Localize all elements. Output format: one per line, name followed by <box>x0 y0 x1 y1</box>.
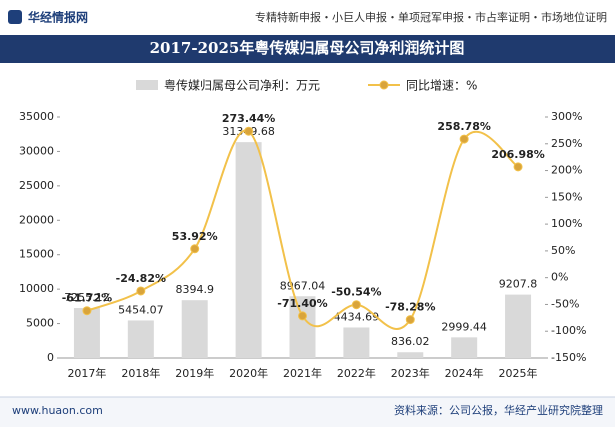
footer-bar <box>0 397 615 427</box>
bar-value-label: 7255.12 <box>64 291 110 304</box>
y-tick-label: 20000 <box>19 213 54 226</box>
bar-value-label: 5454.07 <box>118 303 164 316</box>
header-links: 专精特新申报・小巨人申报・单项冠军申报・市占率证明・市场地位证明 <box>255 10 607 24</box>
bar <box>505 294 532 358</box>
line-value-label: 258.78% <box>437 120 490 133</box>
bar-value-label: 2999.44 <box>441 320 487 333</box>
line-value-label: -50.54% <box>331 286 381 299</box>
y-tick-label: 10000 <box>19 282 54 295</box>
footer-website: www.huaon.com <box>12 404 103 417</box>
line-value-label: -78.28% <box>385 301 435 314</box>
y2-tick-label: 0% <box>551 271 568 284</box>
line-marker <box>459 134 469 144</box>
line-marker <box>82 306 92 316</box>
footer-source: 资料来源：公司公报，华经产业研究院整理 <box>394 403 603 417</box>
x-tick-label: 2019年 <box>175 366 214 380</box>
logo: 华经情报网 <box>28 10 88 25</box>
bar-value-label: 8394.9 <box>175 283 214 296</box>
bar-value-label: 4434.69 <box>334 310 380 323</box>
y-tick-label: 30000 <box>19 144 54 157</box>
line-marker <box>136 286 146 296</box>
x-tick-label: 2024年 <box>445 366 484 380</box>
bar <box>235 142 262 358</box>
y2-tick-label: -100% <box>551 324 586 337</box>
y2-tick-label: 200% <box>551 164 582 177</box>
bar <box>451 337 478 358</box>
chart-title: 2017-2025年粤传媒归属母公司净利润统计图 <box>150 39 465 57</box>
legend-swatch <box>136 80 158 90</box>
y-tick-label: 5000 <box>26 317 54 330</box>
x-tick-label: 2017年 <box>67 366 106 380</box>
line-value-label: 273.44% <box>222 112 275 125</box>
bar <box>181 300 208 358</box>
line-marker <box>513 162 523 172</box>
title-bar <box>0 35 615 63</box>
y2-tick-label: 150% <box>551 190 582 203</box>
x-tick-label: 2025年 <box>499 366 538 380</box>
line-value-label: -24.82% <box>116 272 166 285</box>
logo-icon <box>8 10 22 24</box>
bar-value-label: 836.02 <box>391 335 430 348</box>
y-tick-label: 15000 <box>19 248 54 261</box>
legend-swatch <box>379 80 389 90</box>
y2-tick-label: 100% <box>551 217 582 230</box>
bar <box>289 296 316 358</box>
y2-tick-label: 250% <box>551 137 582 150</box>
x-tick-label: 2022年 <box>337 366 376 380</box>
legend-label: 同比增速：% <box>406 79 477 93</box>
line-value-label: -61.72% <box>62 292 112 305</box>
line-marker <box>298 311 307 321</box>
y-tick-label: 25000 <box>19 179 54 192</box>
y2-tick-label: 50% <box>551 244 575 257</box>
legend-label: 粤传媒归属母公司净利：万元 <box>164 78 320 93</box>
line-value-label: 53.92% <box>172 230 218 243</box>
line-value-label: -71.40% <box>277 297 327 310</box>
bar-value-label: 8967.04 <box>280 279 326 292</box>
line-marker <box>190 244 200 254</box>
x-tick-label: 2021年 <box>283 366 322 380</box>
header-bar <box>0 0 615 35</box>
y-tick-label: 0 <box>47 351 54 364</box>
y2-tick-label: 300% <box>551 110 582 123</box>
bar <box>397 352 424 358</box>
bar <box>127 320 154 358</box>
x-tick-label: 2018年 <box>121 366 160 380</box>
bar <box>343 327 370 358</box>
x-tick-label: 2020年 <box>229 366 268 380</box>
y2-tick-label: -150% <box>551 351 586 364</box>
line-marker <box>244 126 254 136</box>
line-value-label: 206.98% <box>491 148 544 161</box>
x-tick-label: 2023年 <box>391 366 430 380</box>
line-marker <box>405 315 415 325</box>
y-tick-label: 35000 <box>19 110 54 123</box>
bar-value-label: 9207.8 <box>499 278 538 291</box>
bar <box>73 308 100 358</box>
line-marker <box>351 300 361 310</box>
y2-tick-label: -50% <box>551 297 579 310</box>
